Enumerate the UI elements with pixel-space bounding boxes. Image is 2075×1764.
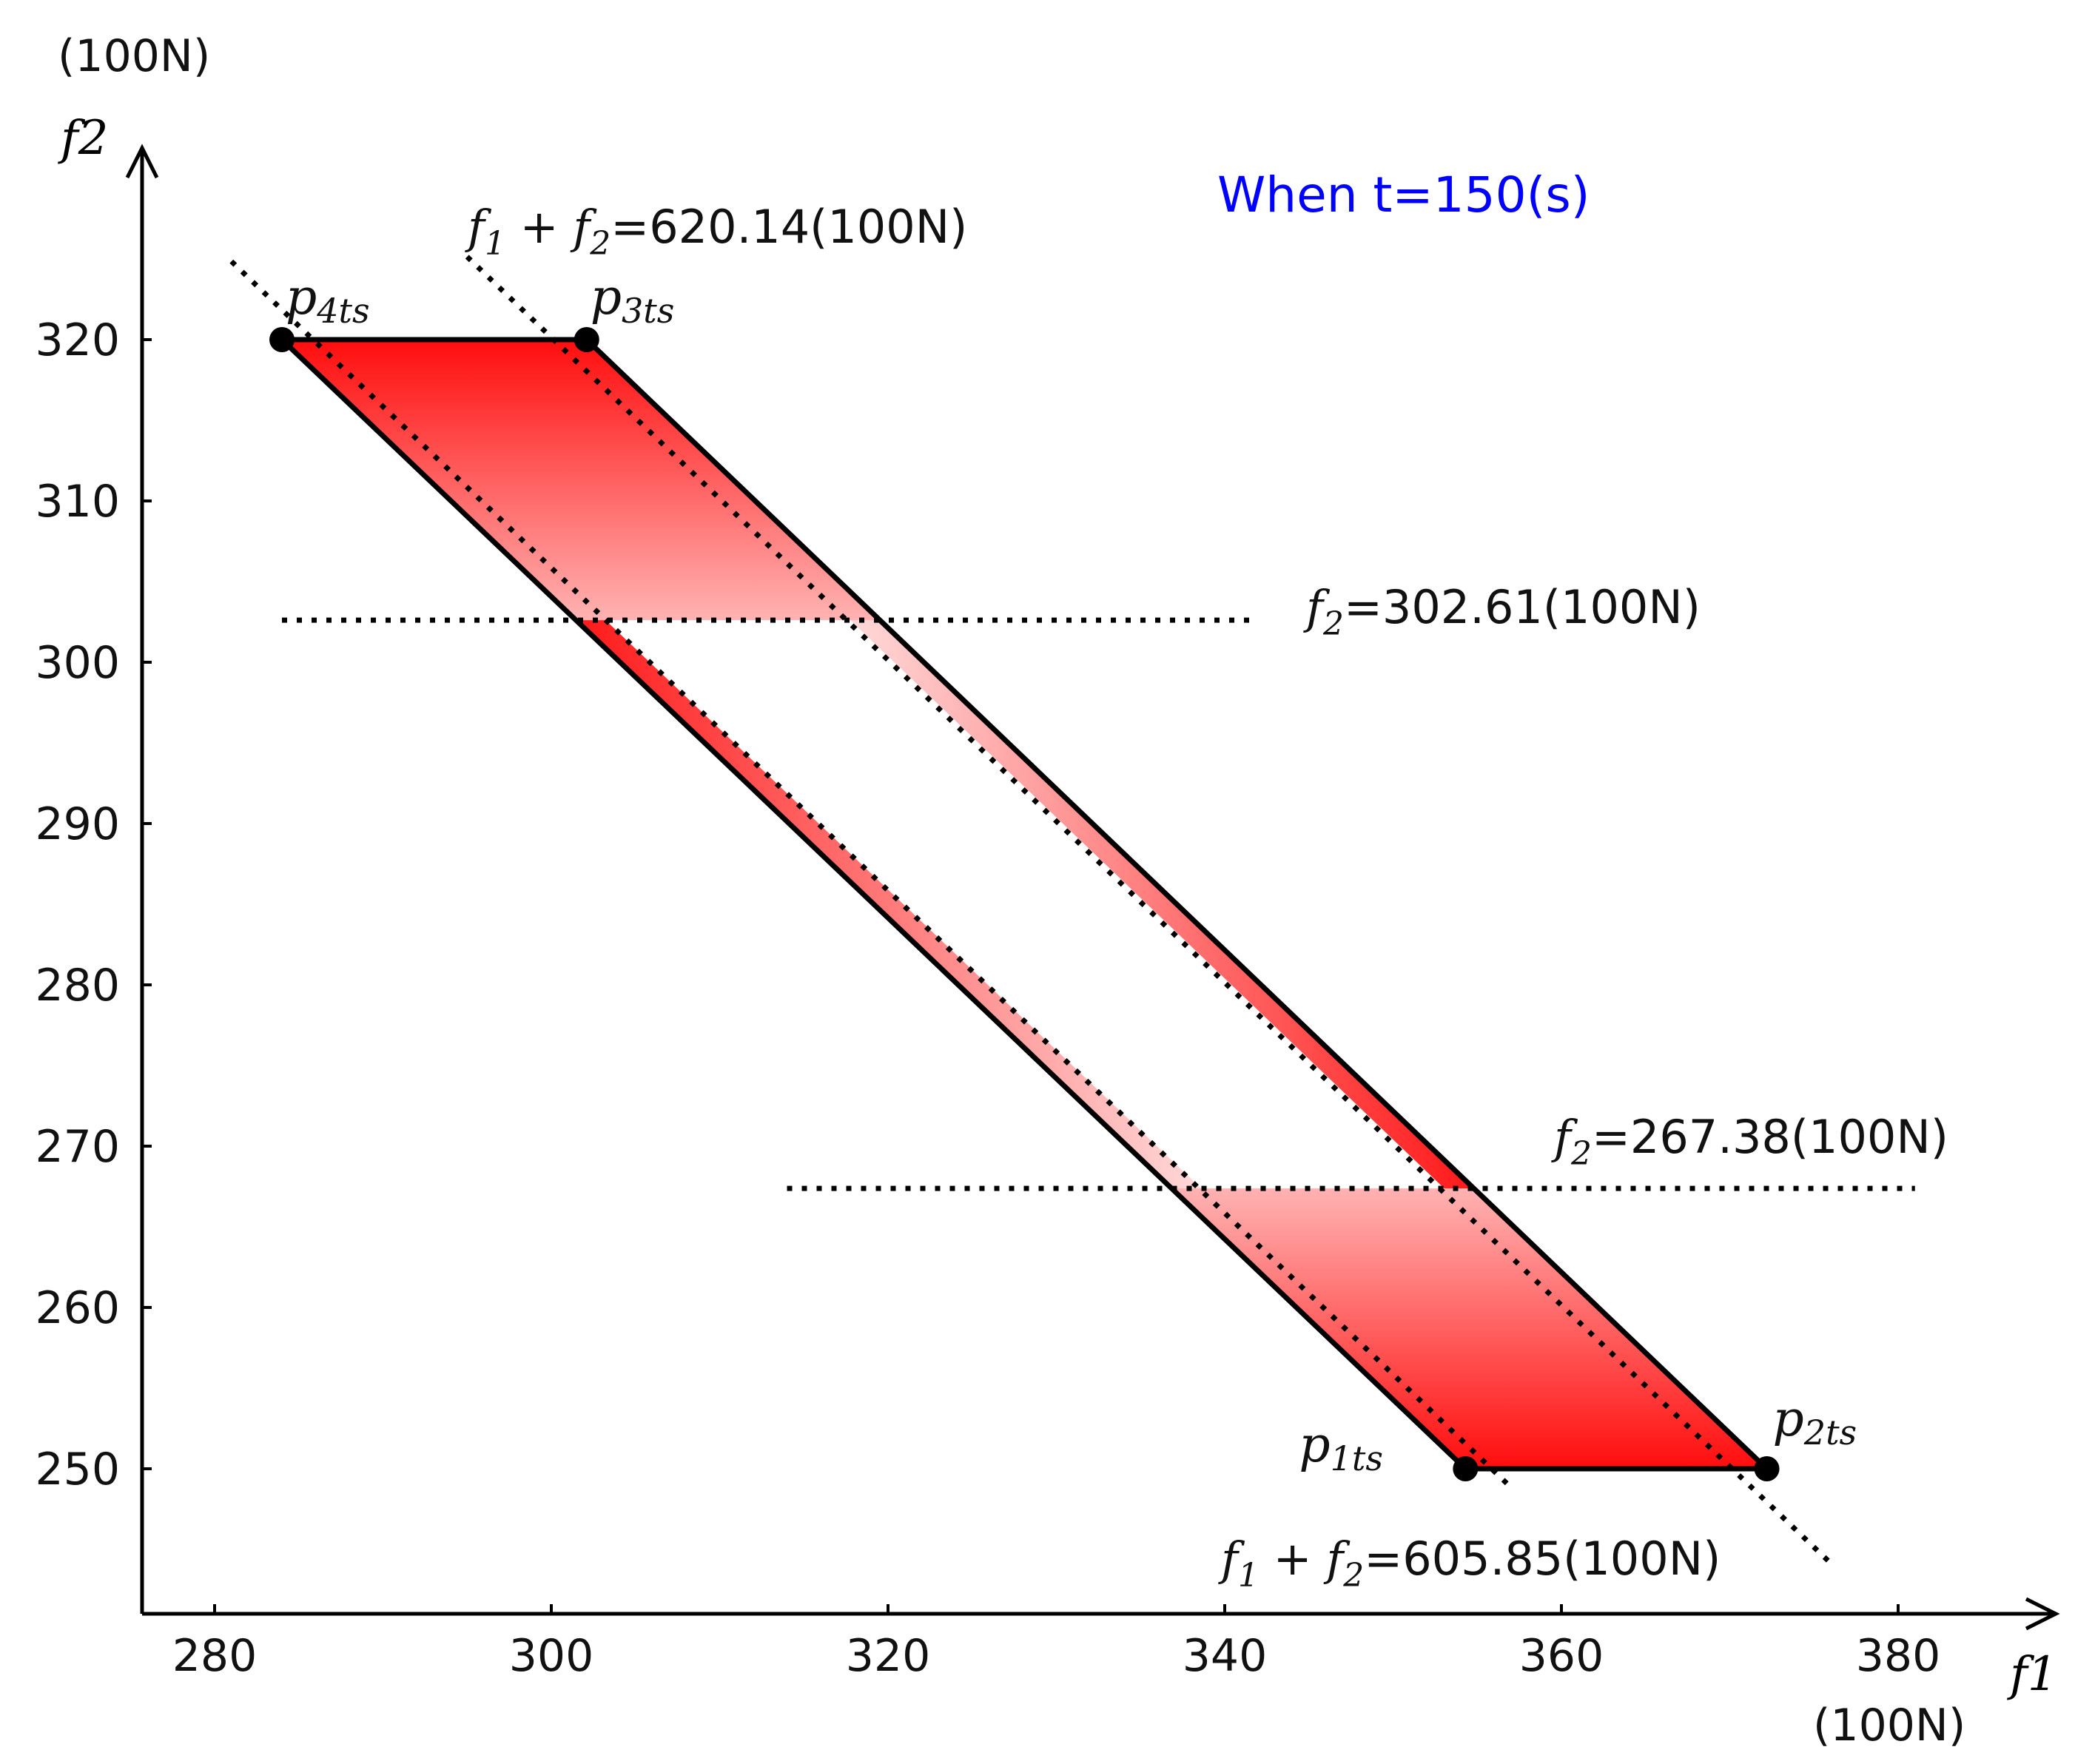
y-tick-label-300: 300 bbox=[35, 637, 120, 689]
vertex-label-p4: p4ts bbox=[286, 269, 370, 331]
x-tick-label-320: 320 bbox=[846, 1630, 931, 1682]
annotation-f2-upper: f2=302.61(100N) bbox=[1303, 580, 1701, 643]
x-tick-label-380: 380 bbox=[1856, 1630, 1941, 1682]
svg-text:f1 + f2=605.85(100N): f1 + f2=605.85(100N) bbox=[1218, 1532, 1721, 1595]
x-axis-unit: (100N) bbox=[1813, 1700, 1965, 1751]
x-axis-label: f1 bbox=[2007, 1647, 2057, 1702]
y-tick-label-260: 260 bbox=[35, 1282, 120, 1334]
y-tick-label-250: 250 bbox=[35, 1444, 120, 1495]
svg-text:f1 + f2=620.14(100N): f1 + f2=620.14(100N) bbox=[465, 200, 967, 263]
x-tick-label-280: 280 bbox=[172, 1630, 258, 1682]
region-top-band bbox=[282, 340, 880, 621]
vertex-p4 bbox=[269, 327, 295, 352]
y-tick-label-290: 290 bbox=[35, 798, 120, 850]
x-tick-label-340: 340 bbox=[1183, 1630, 1268, 1682]
x-axis-arrow bbox=[2025, 1597, 2060, 1631]
x-ticks: 280 300 320 340 360 380 bbox=[172, 1604, 1941, 1682]
svg-text:f2=302.61(100N): f2=302.61(100N) bbox=[1303, 580, 1701, 643]
feasible-region bbox=[282, 340, 1767, 1469]
annotation-f2-lower: f2=267.38(100N) bbox=[1551, 1110, 1948, 1173]
annotation-sum-lower: f1 + f2=605.85(100N) bbox=[1218, 1532, 1721, 1595]
x-tick-label-360: 360 bbox=[1519, 1630, 1604, 1682]
x-tick-label-300: 300 bbox=[509, 1630, 594, 1682]
vertex-p3 bbox=[574, 327, 599, 352]
constraint-line-sum-upper bbox=[465, 255, 1833, 1566]
vertex-label-p1: p1ts bbox=[1299, 1416, 1383, 1478]
y-axis-label: f2 bbox=[58, 111, 108, 166]
region-left-edge-band bbox=[576, 620, 1202, 1189]
y-axis-unit: (100N) bbox=[58, 30, 210, 82]
region-bottom-band bbox=[1171, 1188, 1767, 1469]
vertex-label-p2: p2ts bbox=[1773, 1390, 1857, 1452]
y-tick-label-270: 270 bbox=[35, 1121, 120, 1173]
vertices: p1ts p2ts p3ts p4ts bbox=[269, 269, 1857, 1481]
vertex-p2 bbox=[1754, 1456, 1780, 1481]
y-tick-label-310: 310 bbox=[35, 476, 120, 528]
chart-title: When t=150(s) bbox=[1217, 166, 1590, 223]
y-tick-label-320: 320 bbox=[35, 314, 120, 366]
region-right-edge-band bbox=[850, 620, 1474, 1189]
svg-text:f2=267.38(100N): f2=267.38(100N) bbox=[1551, 1110, 1948, 1173]
annotation-sum-upper: f1 + f2=620.14(100N) bbox=[465, 200, 967, 263]
y-tick-label-280: 280 bbox=[35, 960, 120, 1011]
axes bbox=[125, 144, 2060, 1631]
y-axis-arrow bbox=[125, 144, 159, 179]
y-ticks: 250 260 270 280 290 300 310 320 bbox=[35, 314, 152, 1495]
vertex-label-p3: p3ts bbox=[591, 269, 675, 331]
vertex-p1 bbox=[1453, 1456, 1479, 1481]
constraint-lines bbox=[229, 255, 1915, 1566]
